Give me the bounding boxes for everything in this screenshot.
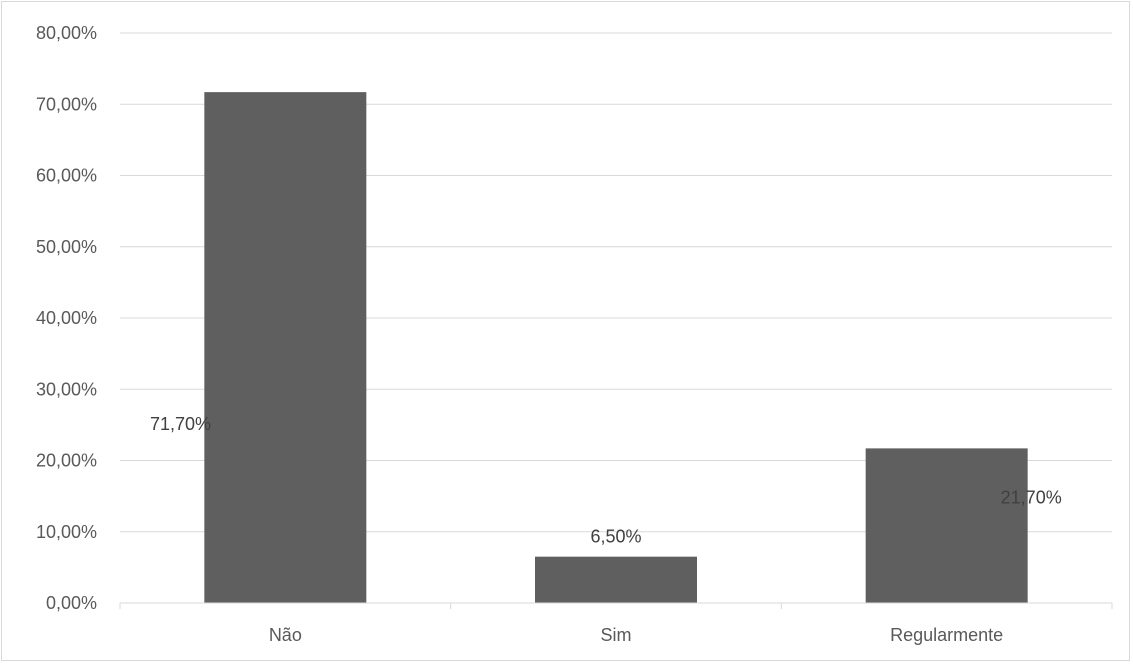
x-tick-label: Sim <box>601 625 632 645</box>
bars <box>204 92 1028 603</box>
y-tick-label: 10,00% <box>36 522 97 542</box>
data-label: 6,50% <box>590 527 641 547</box>
bar <box>204 92 367 603</box>
data-label: 71,70% <box>150 414 211 434</box>
y-tick-label: 60,00% <box>36 166 97 186</box>
y-tick-label: 20,00% <box>36 451 97 471</box>
x-axis: Não Sim Regularmente <box>119 602 1113 645</box>
y-tick-label: 70,00% <box>36 94 97 114</box>
y-tick-label: 30,00% <box>36 379 97 399</box>
x-tick-label: Não <box>269 625 302 645</box>
x-tick-label: Regularmente <box>890 625 1003 645</box>
bar <box>535 556 697 603</box>
bar <box>865 448 1028 603</box>
y-tick-label: 40,00% <box>36 308 97 328</box>
data-labels: 71,70% 6,50% 21,70% <box>150 414 1062 547</box>
y-tick-label: 80,00% <box>36 23 97 43</box>
data-label: 21,70% <box>1001 487 1062 507</box>
y-tick-label: 0,00% <box>46 593 97 613</box>
y-tick-label: 50,00% <box>36 237 97 257</box>
y-axis-ticks: 0,00% 10,00% 20,00% 30,00% 40,00% 50,00% 60,00… <box>36 23 97 613</box>
